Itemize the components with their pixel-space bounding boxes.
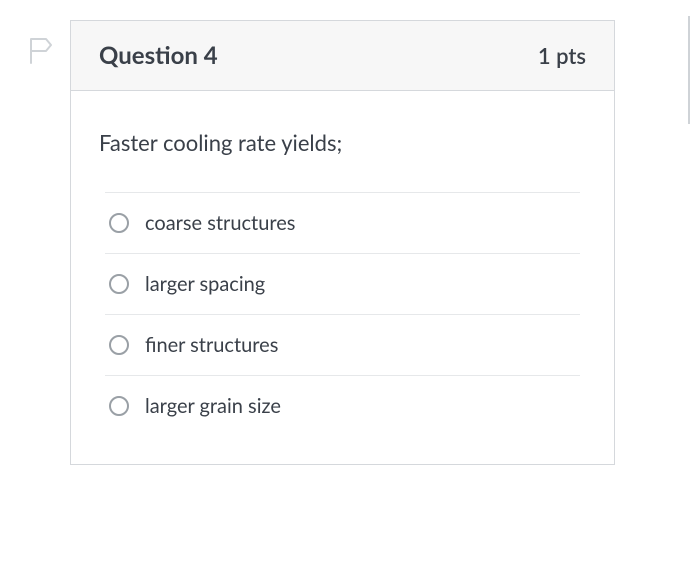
option-row[interactable]: larger grain size bbox=[105, 375, 580, 436]
question-header: Question 4 1 pts bbox=[71, 21, 614, 91]
options-list: coarse structures larger spacing finer s… bbox=[99, 192, 586, 436]
option-label: larger spacing bbox=[145, 272, 265, 296]
question-points: 1 pts bbox=[538, 42, 586, 69]
option-row[interactable]: finer structures bbox=[105, 314, 580, 375]
radio-icon[interactable] bbox=[109, 213, 129, 233]
option-row[interactable]: coarse structures bbox=[105, 192, 580, 253]
option-label: coarse structures bbox=[145, 211, 295, 235]
option-label: larger grain size bbox=[145, 394, 281, 418]
question-body: Faster cooling rate yields; coarse struc… bbox=[71, 91, 614, 464]
radio-icon[interactable] bbox=[109, 335, 129, 355]
radio-icon[interactable] bbox=[109, 274, 129, 294]
scrollbar-track bbox=[688, 16, 690, 124]
flag-icon[interactable] bbox=[30, 38, 52, 64]
question-card: Question 4 1 pts Faster cooling rate yie… bbox=[70, 20, 615, 465]
option-row[interactable]: larger spacing bbox=[105, 253, 580, 314]
question-prompt: Faster cooling rate yields; bbox=[99, 129, 586, 156]
question-container: Question 4 1 pts Faster cooling rate yie… bbox=[30, 20, 670, 465]
radio-icon[interactable] bbox=[109, 396, 129, 416]
question-title: Question 4 bbox=[99, 41, 218, 70]
option-label: finer structures bbox=[145, 333, 278, 357]
